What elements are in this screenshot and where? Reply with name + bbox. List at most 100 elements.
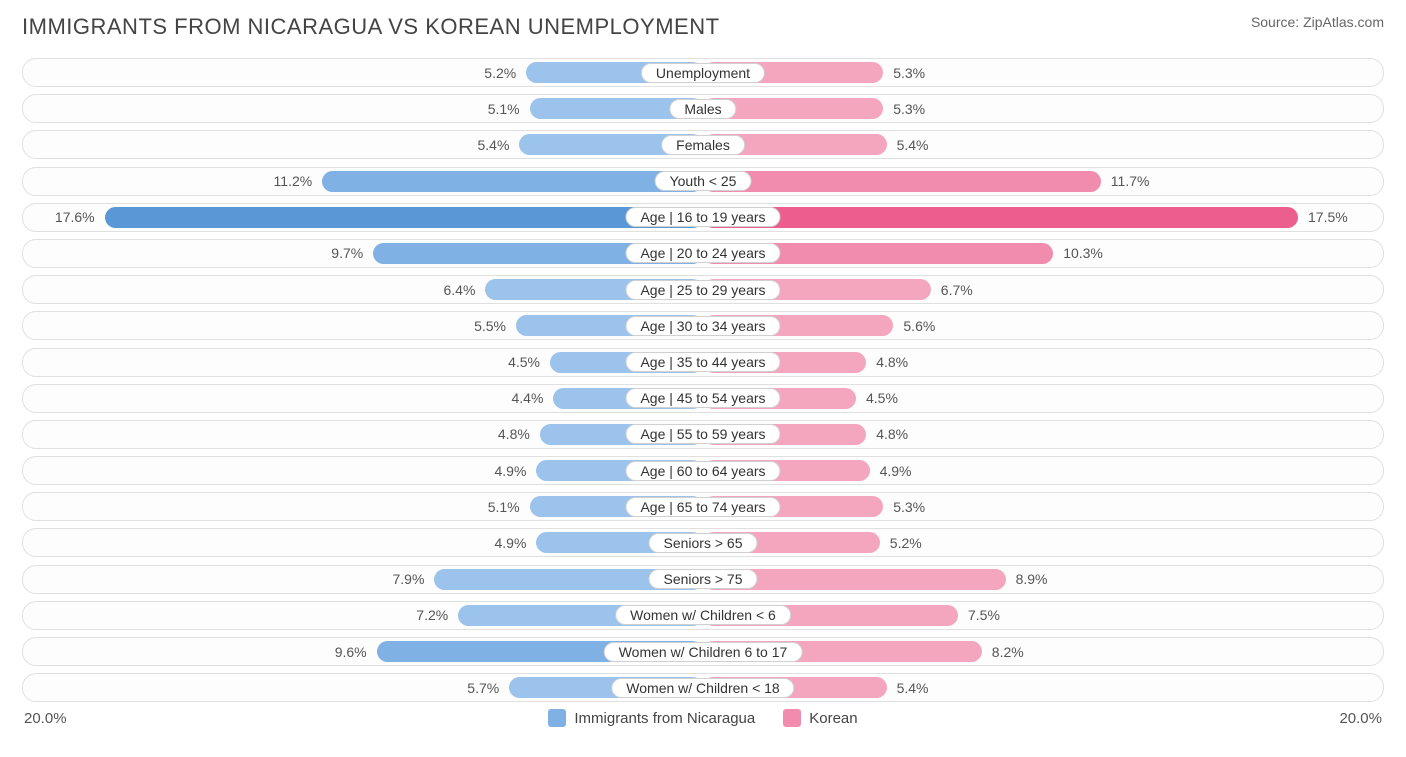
row-right-half: 5.3% [703,95,1383,122]
row-left-half: 4.4% [23,385,703,412]
category-label: Age | 16 to 19 years [625,207,780,227]
row-right-half: 4.9% [703,457,1383,484]
category-label: Women w/ Children < 18 [611,678,794,698]
value-left: 9.6% [335,644,367,660]
category-label: Males [669,99,736,119]
category-label: Youth < 25 [655,171,752,191]
chart-row: 4.4% 4.5% Age | 45 to 54 years [22,384,1384,413]
legend-item-left: Immigrants from Nicaragua [548,709,755,727]
row-right-half: 5.3% [703,59,1383,86]
value-left: 5.7% [467,680,499,696]
legend-swatch-left [548,709,566,727]
row-left-half: 9.6% [23,638,703,665]
category-label: Unemployment [641,63,765,83]
row-right-half: 5.3% [703,493,1383,520]
row-right-half: 10.3% [703,240,1383,267]
row-left-half: 17.6% [23,204,703,231]
chart-row: 5.1% 5.3% Males [22,94,1384,123]
row-right-half: 5.2% [703,529,1383,556]
value-left: 4.9% [494,463,526,479]
legend-swatch-right [783,709,801,727]
row-right-half: 5.4% [703,131,1383,158]
row-left-half: 9.7% [23,240,703,267]
row-right-half: 7.5% [703,602,1383,629]
bar-right [703,207,1298,228]
row-left-half: 11.2% [23,168,703,195]
value-right: 17.5% [1308,209,1348,225]
value-right: 6.7% [941,282,973,298]
category-label: Age | 45 to 54 years [625,388,780,408]
row-left-half: 7.2% [23,602,703,629]
value-right: 5.3% [893,499,925,515]
row-left-half: 4.9% [23,529,703,556]
row-left-half: 4.5% [23,349,703,376]
row-left-half: 5.7% [23,674,703,701]
source-name: ZipAtlas.com [1303,14,1384,30]
row-left-half: 5.1% [23,95,703,122]
value-left: 5.5% [474,318,506,334]
chart-row: 5.4%5.4%Females [22,130,1384,159]
value-left: 9.7% [331,245,363,261]
chart-row: 11.2% 11.7% Youth < 25 [22,167,1384,196]
chart-row: 5.7% 5.4% Women w/ Children < 18 [22,673,1384,702]
chart-row: 4.5% 4.8% Age | 35 to 44 years [22,348,1384,377]
value-right: 8.2% [992,644,1024,660]
chart-row: 5.1% 5.3% Age | 65 to 74 years [22,492,1384,521]
chart-row: 4.9%4.9%Age | 60 to 64 years [22,456,1384,485]
chart-source: Source: ZipAtlas.com [1251,14,1384,30]
value-right: 5.6% [903,318,935,334]
chart-legend: Immigrants from Nicaragua Korean [548,709,857,727]
chart-title: IMMIGRANTS FROM NICARAGUA VS KOREAN UNEM… [22,14,720,40]
row-left-half: 5.4% [23,131,703,158]
category-label: Age | 25 to 29 years [625,280,780,300]
value-right: 5.4% [897,137,929,153]
value-left: 7.2% [416,607,448,623]
chart-row: 7.9%8.9%Seniors > 75 [22,565,1384,594]
bar-left [322,171,703,192]
value-left: 5.1% [488,101,520,117]
category-label: Age | 65 to 74 years [625,497,780,517]
value-left: 11.2% [274,173,313,189]
row-right-half: 5.6% [703,312,1383,339]
value-right: 4.8% [876,426,908,442]
bar-left [105,207,703,228]
category-label: Women w/ Children < 6 [615,605,791,625]
value-left: 17.6% [55,209,95,225]
value-right: 4.8% [876,354,908,370]
axis-max-right: 20.0% [1339,710,1382,727]
value-right: 7.5% [968,607,1000,623]
row-right-half: 4.8% [703,421,1383,448]
legend-label-left: Immigrants from Nicaragua [574,710,755,727]
value-right: 10.3% [1063,245,1103,261]
value-right: 5.4% [897,680,929,696]
chart-row: 5.5%5.6%Age | 30 to 34 years [22,311,1384,340]
row-right-half: 5.4% [703,674,1383,701]
value-right: 11.7% [1111,173,1150,189]
category-label: Seniors > 65 [649,533,758,553]
row-left-half: 5.5% [23,312,703,339]
category-label: Females [661,135,745,155]
chart-row: 17.6% 17.5% Age | 16 to 19 years [22,203,1384,232]
row-right-half: 4.5% [703,385,1383,412]
category-label: Age | 55 to 59 years [625,424,780,444]
row-right-half: 6.7% [703,276,1383,303]
value-left: 6.4% [443,282,475,298]
row-right-half: 4.8% [703,349,1383,376]
chart-header: IMMIGRANTS FROM NICARAGUA VS KOREAN UNEM… [22,14,1384,40]
value-left: 5.2% [484,65,516,81]
category-label: Age | 20 to 24 years [625,243,780,263]
category-label: Age | 60 to 64 years [625,461,780,481]
value-right: 4.5% [866,390,898,406]
value-right: 5.3% [893,65,925,81]
category-label: Age | 35 to 44 years [625,352,780,372]
chart-row: 5.2% 5.3% Unemployment [22,58,1384,87]
chart-row: 4.9% 5.2%Seniors > 65 [22,528,1384,557]
value-right: 5.3% [893,101,925,117]
source-prefix: Source: [1251,14,1303,30]
chart-row: 9.6%8.2%Women w/ Children 6 to 17 [22,637,1384,666]
value-left: 5.1% [488,499,520,515]
legend-item-right: Korean [783,709,857,727]
row-right-half: 8.9% [703,566,1383,593]
value-left: 4.4% [511,390,543,406]
value-left: 4.9% [494,535,526,551]
